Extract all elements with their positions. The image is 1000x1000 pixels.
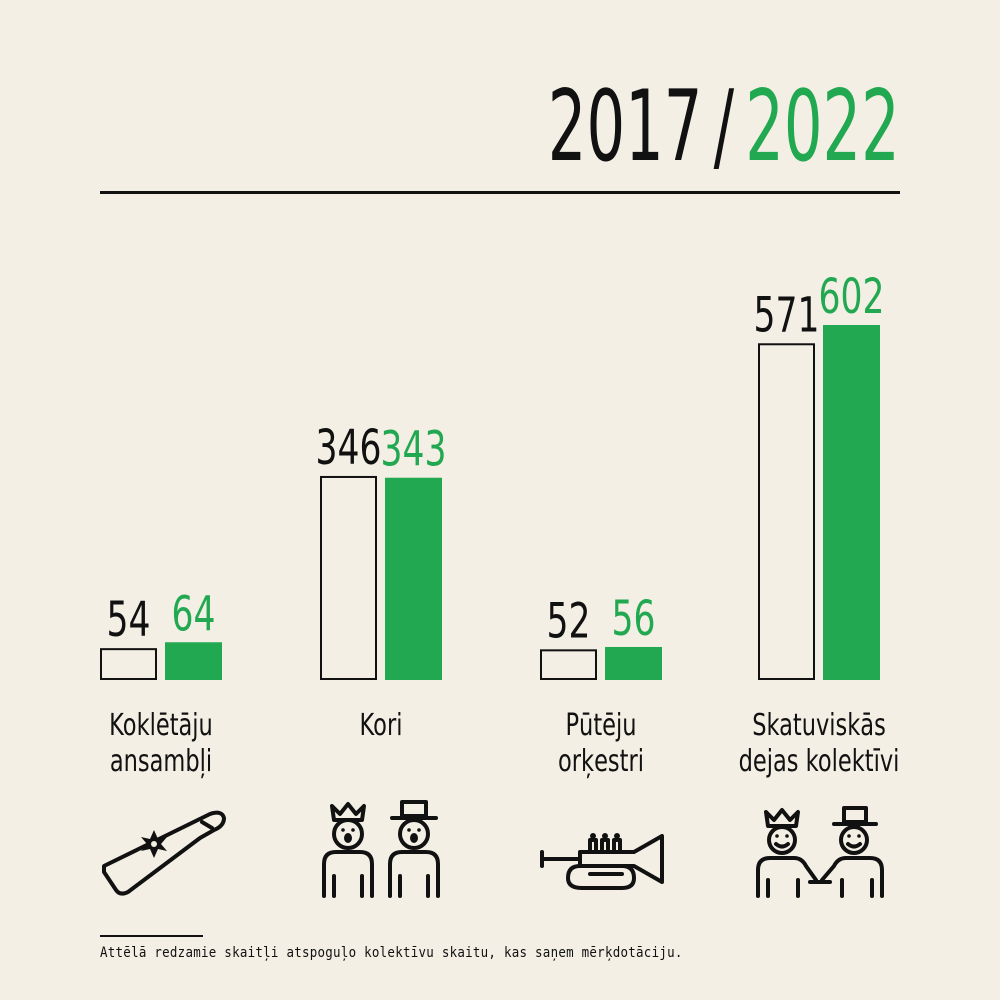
bar-2017-2 — [540, 649, 597, 681]
value-label-2017-3: 571 — [754, 287, 820, 343]
title-year-2017: 2017 — [547, 70, 703, 184]
bar-2022-2 — [605, 646, 662, 680]
value-label-2017-1: 346 — [316, 419, 382, 475]
bar-2022-3 — [823, 325, 880, 680]
category-label-0: Koklētāju ansambļi — [79, 708, 244, 780]
category-label-line: dejas kolektīvi — [738, 744, 900, 779]
bar-2017-0 — [100, 648, 157, 680]
value-label-2022-3: 602 — [819, 268, 885, 324]
category-label-line: orķestri — [558, 744, 644, 779]
value-label-2017-2: 52 — [547, 593, 591, 649]
value-label-2022-0: 64 — [172, 585, 216, 641]
bar-2017-1 — [320, 475, 377, 680]
bar-2022-1 — [385, 477, 442, 680]
bar-2017-3 — [758, 343, 815, 680]
category-label-3: Skatuviskās dejas kolektīvi — [737, 708, 902, 780]
category-label-line: Skatuviskās — [752, 708, 886, 743]
folk-dancers-icon — [756, 806, 884, 898]
value-label-2022-1: 343 — [381, 421, 447, 477]
category-label-1: Kori — [299, 708, 464, 744]
kokle-icon — [102, 810, 226, 896]
value-label-2017-0: 54 — [107, 591, 151, 647]
chart-title: 2017/2022 — [548, 78, 900, 176]
footnote-rule — [100, 935, 203, 937]
category-label-line: Koklētāju — [109, 708, 213, 743]
choir-singers-icon — [322, 800, 440, 898]
title-rule — [100, 191, 900, 194]
category-label-line: Pūtēju — [565, 708, 637, 743]
footnote: Attēlā redzamie skaitļi atspoguļo kolekt… — [100, 945, 683, 961]
trumpet-icon — [540, 833, 664, 890]
title-separator: / — [713, 70, 735, 184]
title-year-2022: 2022 — [745, 70, 900, 184]
category-label-2: Pūtēju orķestri — [519, 708, 684, 780]
bar-2022-0 — [165, 642, 222, 680]
category-label-line: ansambļi — [109, 744, 213, 779]
value-label-2022-2: 56 — [612, 590, 656, 646]
category-label-line: Kori — [359, 708, 403, 743]
